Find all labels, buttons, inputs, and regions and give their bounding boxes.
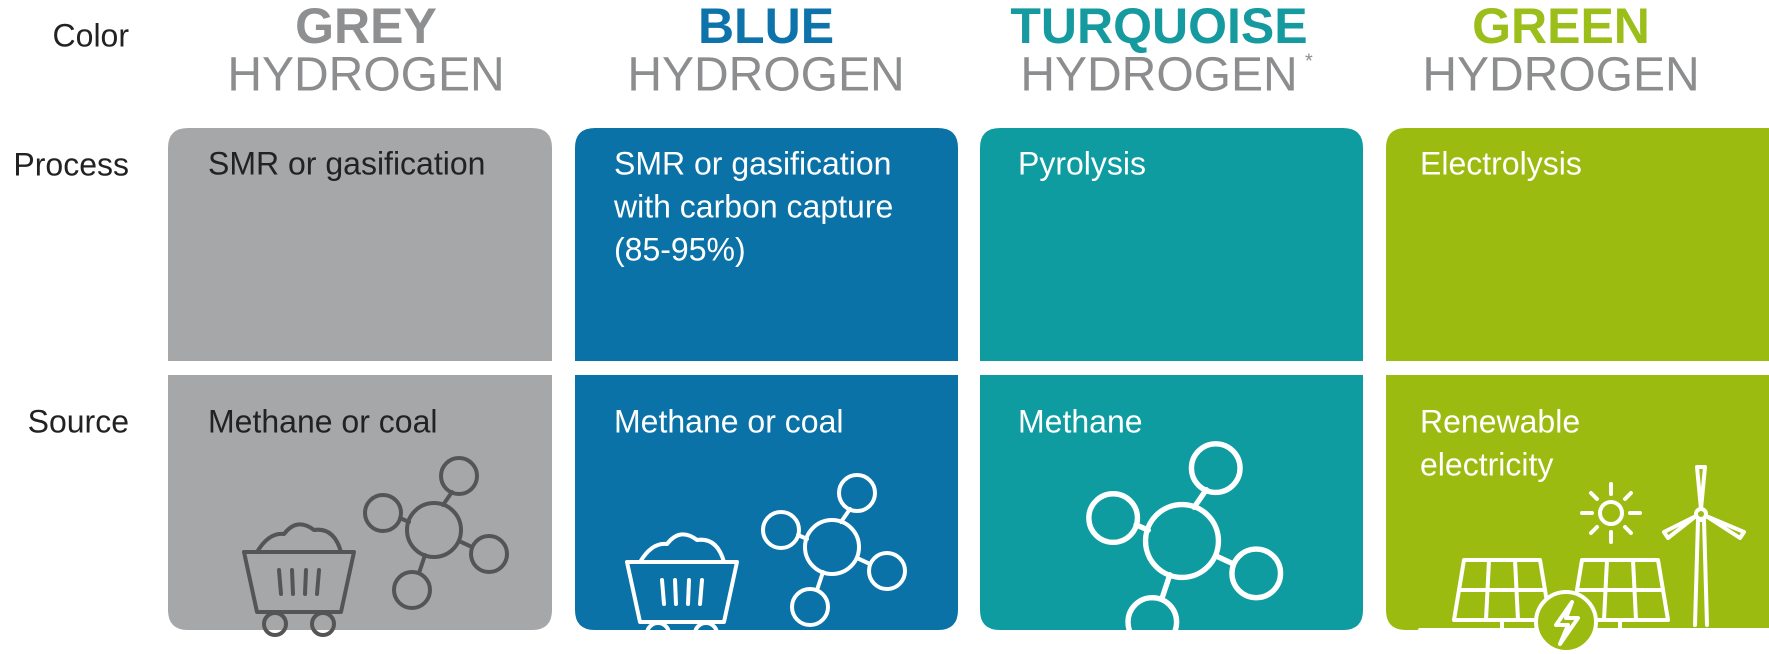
row-label: Source (28, 403, 129, 439)
source-text: Renewable (1420, 403, 1580, 439)
process-text: Pyrolysis (1018, 145, 1146, 181)
process-text: Electrolysis (1420, 145, 1582, 181)
column-title: TURQUOISE (1010, 0, 1307, 54)
boxes (168, 128, 1769, 630)
row-label: Process (13, 146, 129, 182)
hydrogen-colors-diagram: Color Process Source GREY HYDROGEN BLUE … (0, 0, 1769, 654)
column-subtitle: HYDROGEN (227, 49, 504, 102)
process-text: SMR or gasification (208, 145, 485, 181)
row-label: Color (53, 17, 130, 53)
source-text: Methane or coal (208, 403, 437, 439)
column-title: GREEN (1472, 0, 1650, 54)
source-text: Methane (1018, 403, 1143, 439)
column-subtitle: HYDROGEN (1422, 49, 1699, 102)
process-text: with carbon capture (613, 188, 893, 224)
column-subtitle: HYDROGEN (627, 49, 904, 102)
source-text: electricity (1420, 446, 1553, 482)
source-text: Methane or coal (614, 403, 843, 439)
process-text: (85-95%) (614, 231, 746, 267)
footnote-mark: * (1305, 50, 1313, 72)
column-subtitle: HYDROGEN (1020, 49, 1297, 102)
column-title: BLUE (698, 0, 834, 54)
column-title: GREY (295, 0, 437, 54)
process-text: SMR or gasification (614, 145, 891, 181)
